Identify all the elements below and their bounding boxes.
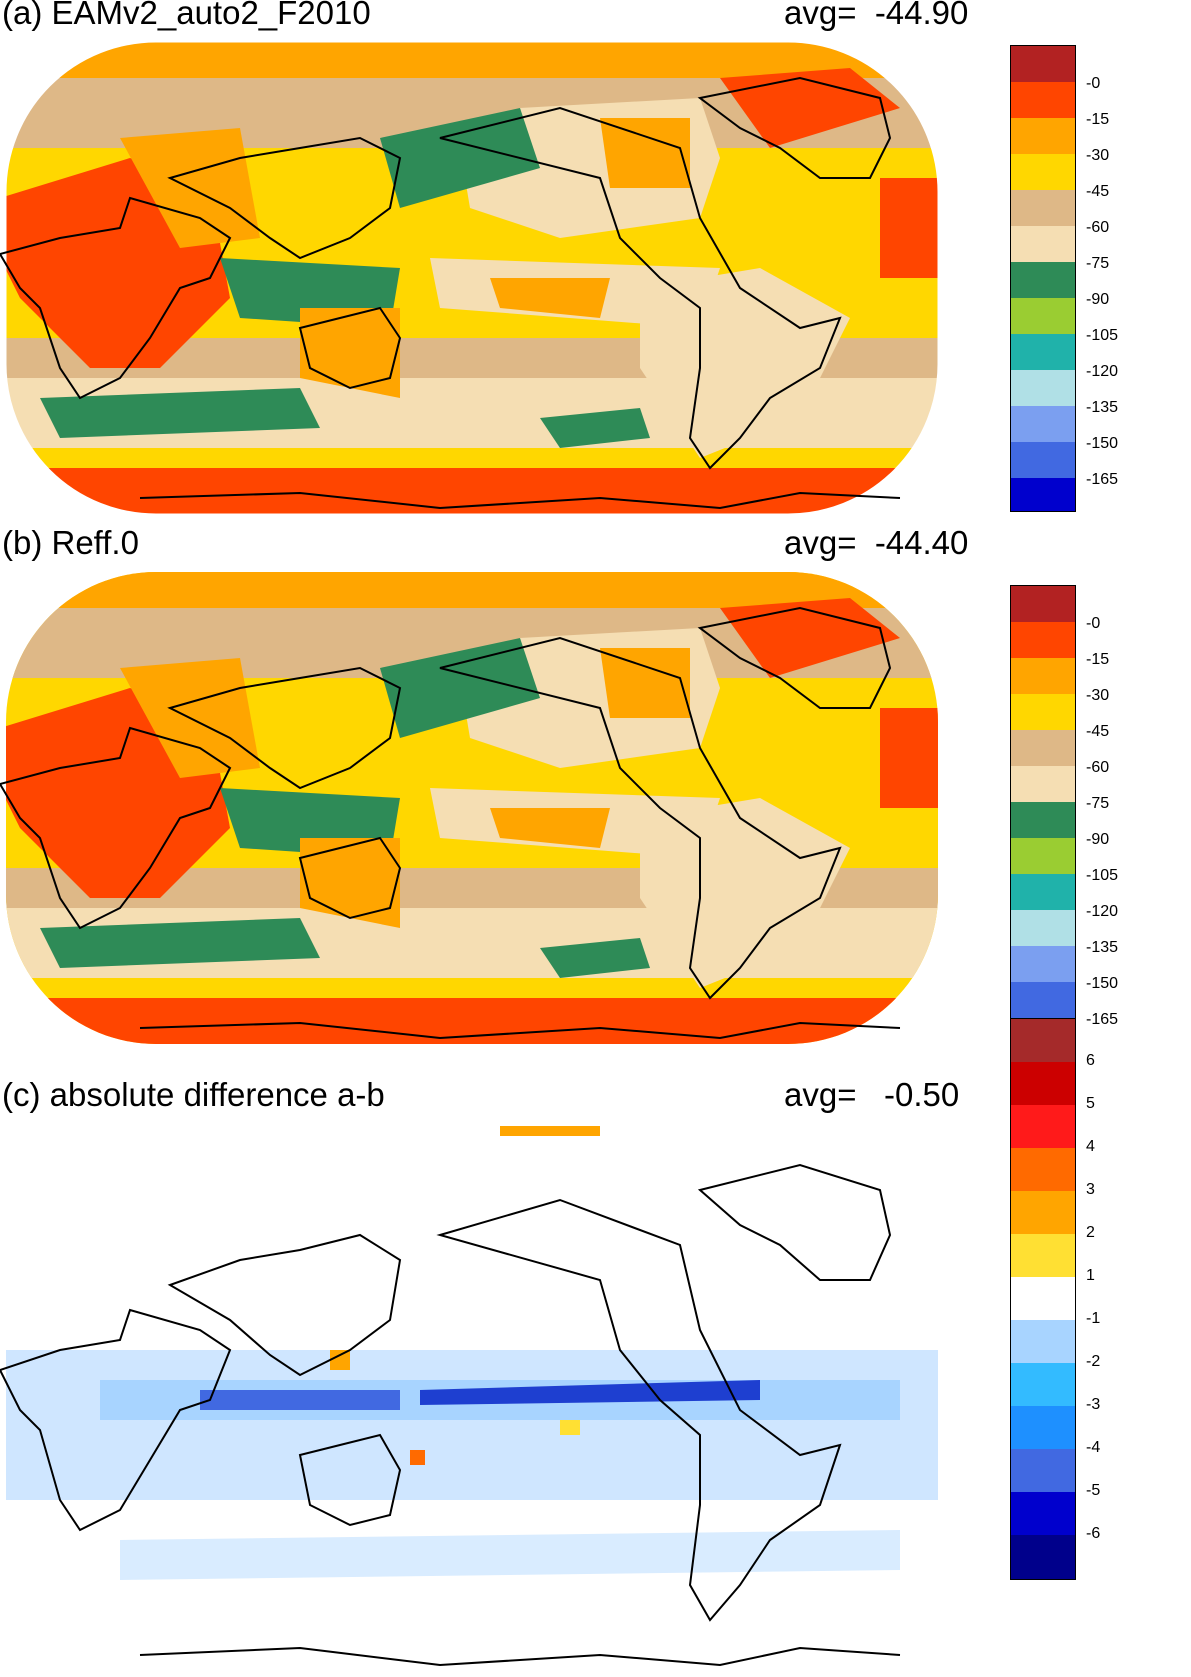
colorbar-swatch <box>1011 1019 1075 1063</box>
colorbar-swatch <box>1011 1492 1075 1536</box>
colorbar-label: 1 <box>1086 1267 1095 1284</box>
colorbar-label: -135 <box>1086 399 1119 416</box>
colorbar-label: -30 <box>1086 687 1110 704</box>
panel-average: avg= -44.90 <box>784 0 969 31</box>
colorbar-label: -1 <box>1086 1310 1101 1327</box>
panel-average: avg= -0.50 <box>784 1076 960 1113</box>
colorbar-swatch <box>1011 658 1075 695</box>
colorbar-swatch <box>1011 442 1075 479</box>
colorbar-swatch <box>1011 766 1075 803</box>
colorbar-swatch <box>1011 334 1075 371</box>
colorbar-swatch <box>1011 1406 1075 1450</box>
colorbar-swatch <box>1011 622 1075 659</box>
colorbar-label: -0 <box>1086 75 1101 92</box>
colorbar-swatch <box>1011 1320 1075 1364</box>
colorbar-swatch <box>1011 190 1075 227</box>
colorbar-label: -30 <box>1086 147 1110 164</box>
colorbar-label: -90 <box>1086 291 1110 308</box>
colorbar-label: -120 <box>1086 363 1119 380</box>
colorbar-label: -45 <box>1086 183 1110 200</box>
colorbar-swatch <box>1011 694 1075 731</box>
colorbar-label: -6 <box>1086 1525 1101 1542</box>
colorbar-label: -4 <box>1086 1439 1101 1456</box>
colorbar-label: -5 <box>1086 1482 1101 1499</box>
colorbar-swatch <box>1011 1277 1075 1321</box>
colorbar-swatch <box>1011 1191 1075 1235</box>
colorbar-label: -45 <box>1086 723 1110 740</box>
colorbar-swatch <box>1011 1449 1075 1493</box>
panel-title: (c) absolute difference a-b <box>2 1076 385 1113</box>
colorbar-label: -60 <box>1086 219 1110 236</box>
colorbar-label: -165 <box>1086 1011 1119 1028</box>
panel-b: (b) Reff.0 avg= -44.40 <box>0 524 1191 1085</box>
colorbar-swatch <box>1011 910 1075 947</box>
colorbar-swatch <box>1011 802 1075 839</box>
colorbar-label: 6 <box>1086 1052 1095 1069</box>
panel-title: (a) EAMv2_auto2_F2010 <box>2 0 371 31</box>
panel-title: (b) Reff.0 <box>2 524 139 561</box>
colorbar-label: -90 <box>1086 831 1110 848</box>
colorbar-label: -135 <box>1086 939 1119 956</box>
colorbar-label: -75 <box>1086 795 1110 812</box>
colorbar-swatch <box>1011 874 1075 911</box>
colorbar-swatch <box>1011 982 1075 1019</box>
colorbar-swatch <box>1011 586 1075 623</box>
colorbar-swatch <box>1011 1148 1075 1192</box>
colorbar-label: -15 <box>1086 111 1110 128</box>
colorbar-swatch <box>1011 1363 1075 1407</box>
colorbar-swatch <box>1011 298 1075 335</box>
colorbar-swatch <box>1011 1105 1075 1149</box>
colorbar-label: -2 <box>1086 1353 1101 1370</box>
colorbar-label: -150 <box>1086 975 1119 992</box>
colorbar-swatch <box>1011 1535 1075 1579</box>
colorbar-swatch <box>1011 406 1075 443</box>
colorbar-swatch <box>1011 46 1075 83</box>
colorbar-label: -105 <box>1086 327 1119 344</box>
panel-c: (c) absolute difference a-b avg= -0.50 <box>0 1018 1191 1671</box>
map-field <box>0 41 939 515</box>
colorbar-label: -0 <box>1086 615 1101 632</box>
colorbar-label: -15 <box>1086 651 1110 668</box>
colorbar-swatch <box>1011 730 1075 767</box>
map-field <box>0 1124 938 1671</box>
colorbar-swatch <box>1011 478 1075 511</box>
panel-a: (a) EAMv2_auto2_F2010 avg= -44.90 <box>0 0 1191 555</box>
colorbar-swatch <box>1011 118 1075 155</box>
colorbar-label: -165 <box>1086 471 1119 488</box>
colorbar-swatch <box>1011 370 1075 407</box>
colorbar-label: -150 <box>1086 435 1119 452</box>
colorbar-swatch <box>1011 82 1075 119</box>
colorbar-label: 3 <box>1086 1181 1095 1198</box>
colorbar-swatch <box>1011 154 1075 191</box>
colorbar-label: -75 <box>1086 255 1110 272</box>
colorbar-label: -120 <box>1086 903 1119 920</box>
colorbar-label: -60 <box>1086 759 1110 776</box>
colorbar-swatch <box>1011 1062 1075 1106</box>
colorbar-label: 5 <box>1086 1095 1095 1112</box>
colorbar-swatch <box>1011 838 1075 875</box>
colorbar-label: 4 <box>1086 1138 1095 1155</box>
colorbar-swatch <box>1011 262 1075 299</box>
colorbar-swatch <box>1011 946 1075 983</box>
map-field <box>0 572 938 1044</box>
panel-average: avg= -44.40 <box>784 524 969 561</box>
colorbar-swatch <box>1011 1234 1075 1278</box>
colorbar-swatch <box>1011 226 1075 263</box>
colorbar-label: -3 <box>1086 1396 1101 1413</box>
colorbar-label: -105 <box>1086 867 1119 884</box>
colorbar-label: 2 <box>1086 1224 1095 1241</box>
